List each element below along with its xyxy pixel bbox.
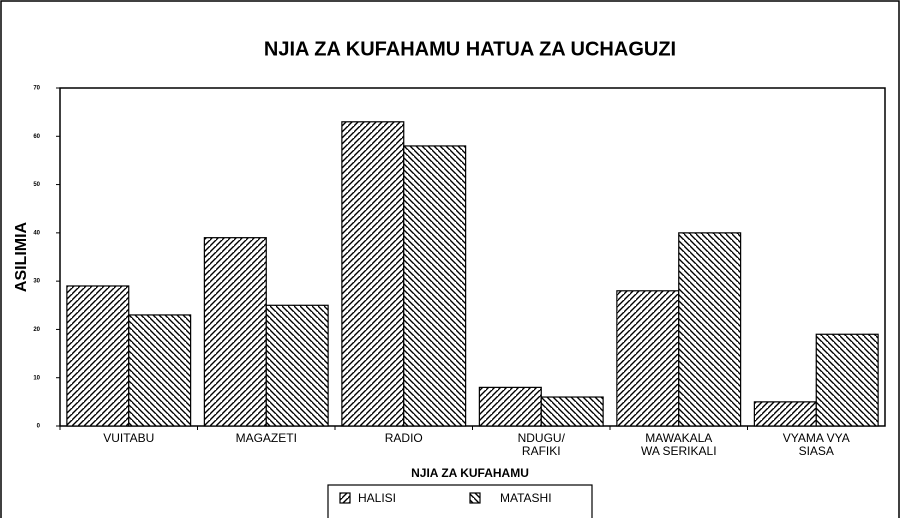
x-tick-label: VYAMA VYA SIASA — [783, 431, 850, 458]
legend-label: MATASHI — [500, 491, 552, 505]
bar — [478, 386, 542, 427]
x-tick-label: NDUGU/RAFIKI — [518, 431, 566, 458]
y-tick-label: 0 — [37, 424, 41, 430]
y-tick-label: 40 — [33, 230, 40, 236]
bar — [265, 304, 329, 427]
bar — [540, 396, 604, 427]
x-tick-label: VUITABU — [103, 431, 154, 445]
bar — [203, 237, 267, 427]
bar — [678, 232, 742, 427]
legend-box — [327, 484, 593, 518]
bar — [815, 333, 879, 427]
bar — [128, 314, 192, 427]
y-axis-title: ASILIMIA — [13, 221, 30, 292]
bar — [753, 401, 817, 427]
y-tick-label: 70 — [33, 86, 40, 92]
legend-swatch — [469, 492, 481, 504]
y-tick-label: 10 — [33, 375, 40, 381]
chart-title: NJIA ZA KUFAHAMU HATUA ZA UCHAGUZI — [264, 38, 676, 60]
x-tick-label: MAGAZETI — [236, 431, 297, 445]
x-axis-title: NJIA ZA KUFAHAMU — [411, 466, 529, 480]
bar — [341, 121, 405, 427]
x-tick-label: RADIO — [385, 431, 423, 445]
y-tick-label: 60 — [33, 134, 40, 140]
bar — [616, 290, 680, 427]
legend-swatch — [339, 492, 351, 504]
bar — [66, 285, 130, 427]
legend-label: HALISI — [358, 491, 396, 505]
y-tick-label: 20 — [33, 327, 40, 333]
y-tick-label: 30 — [33, 279, 40, 285]
y-tick-label: 50 — [33, 182, 40, 188]
x-tick-label: MAWAKALA WA SERIKALI — [641, 431, 717, 458]
bar — [403, 145, 467, 427]
